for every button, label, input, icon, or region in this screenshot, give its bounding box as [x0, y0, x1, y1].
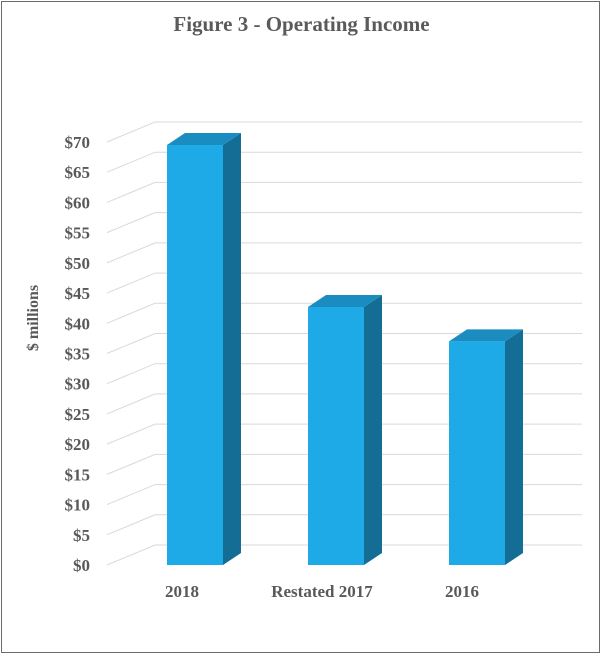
- y-tick-label: $45: [65, 284, 91, 303]
- bar-front: [308, 306, 364, 565]
- y-tick-label: $70: [65, 133, 91, 152]
- bar-front: [167, 145, 223, 565]
- bar: [308, 294, 382, 565]
- y-tick-label: $10: [65, 496, 91, 515]
- bar-side: [223, 133, 241, 565]
- bar: [167, 133, 241, 565]
- gridline: [106, 333, 582, 354]
- gridline: [106, 423, 582, 445]
- gridline: [106, 514, 582, 536]
- gridline: [106, 453, 582, 475]
- bar-front: [449, 341, 505, 565]
- gridline: [106, 363, 582, 385]
- bar-top: [167, 133, 241, 146]
- y-tick-label: $40: [65, 314, 91, 333]
- bar: [449, 329, 523, 565]
- gridline: [106, 181, 582, 203]
- chart-title: Figure 3 - Operating Income: [173, 12, 430, 36]
- gridline: [106, 484, 582, 506]
- x-axis-categories: 2018 Restated 2017 2016: [165, 582, 479, 601]
- gridline: [106, 302, 582, 324]
- y-tick-label: $20: [65, 435, 91, 454]
- y-tick-label: $50: [65, 254, 91, 273]
- gridline: [106, 212, 582, 234]
- y-tick-label: $55: [65, 224, 91, 243]
- y-tick-label: $30: [65, 375, 91, 394]
- bar-top: [449, 329, 523, 342]
- x-category-label: 2018: [165, 582, 199, 601]
- gridline: [106, 272, 582, 294]
- y-tick-label: $35: [65, 345, 91, 364]
- y-axis-ticks: $0 $5 $10 $15 $20 $25 $30 $35 $40 $45 $50 $55 $60 $65…: [65, 133, 91, 575]
- gridline: [106, 393, 582, 415]
- bar-side: [364, 294, 382, 565]
- bar-top: [308, 294, 382, 307]
- bar-side: [505, 329, 523, 565]
- y-tick-label: $5: [73, 526, 90, 545]
- y-tick-label: $15: [65, 465, 91, 484]
- y-tick-label: $65: [65, 163, 91, 182]
- x-category-label: 2016: [445, 582, 479, 601]
- y-tick-label: $0: [73, 556, 90, 575]
- y-tick-label: $60: [65, 193, 91, 212]
- gridline: [106, 121, 582, 143]
- gridlines: [106, 121, 582, 566]
- gridline: [106, 242, 582, 264]
- y-tick-label: $25: [65, 405, 91, 424]
- bars: [167, 133, 523, 565]
- y-axis-title: $ millions: [25, 285, 42, 351]
- x-category-label: Restated 2017: [271, 582, 373, 601]
- gridline: [106, 544, 582, 566]
- gridline: [106, 151, 582, 173]
